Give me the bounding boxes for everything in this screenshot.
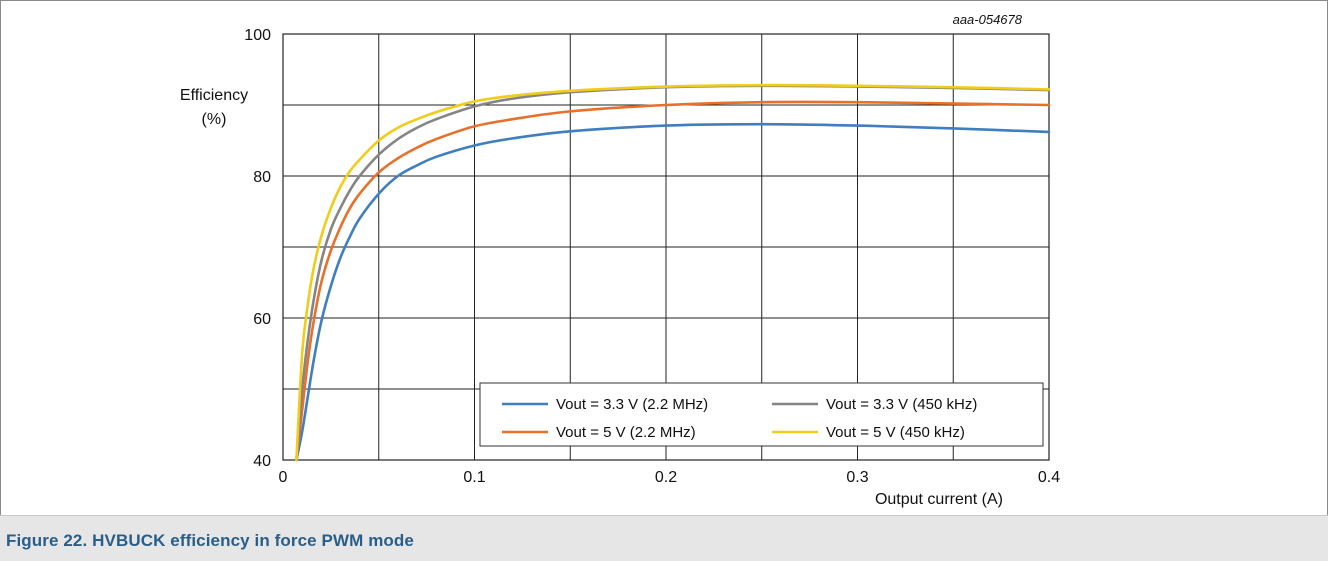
caption-bar: Figure 22. HVBUCK efficiency in force PW… [0, 515, 1328, 561]
x-tick-label: 0.4 [1038, 469, 1060, 486]
legend: Vout = 3.3 V (2.2 MHz) Vout = 3.3 V (450 … [479, 382, 1044, 447]
plot-area-border [282, 33, 1050, 461]
legend-box [479, 382, 1044, 447]
series-line-vout-5-v-450-khz [295, 83, 1051, 462]
legend-label-vout-5-v-2-2-mhz: Vout = 5 V (2.2 MHz) [556, 424, 696, 441]
tick-labels: 0 0.1 0.2 0.3 0.4 40 60 80 100 [244, 27, 1060, 486]
legend-label-vout-3-3-v-2-2-mhz: Vout = 3.3 V (2.2 MHz) [556, 396, 708, 413]
figure-id-label: aaa-054678 [953, 12, 1023, 27]
series-line-vout-5-v-2-2-mhz [295, 100, 1051, 462]
y-tick-label: 100 [244, 27, 271, 44]
x-axis-label: Output current (A) [875, 491, 1003, 508]
legend-label-vout-5-v-450-khz: Vout = 5 V (450 kHz) [826, 424, 965, 441]
series-line-vout-3-3-v-2-2-mhz [295, 122, 1051, 462]
y-tick-label: 80 [253, 169, 271, 186]
y-tick-label: 60 [253, 311, 271, 328]
x-tick-label: 0 [279, 469, 288, 486]
y-axis-label-line1: Efficiency [180, 87, 248, 104]
y-tick-label: 40 [253, 453, 271, 470]
series-lines [295, 83, 1051, 462]
x-tick-label: 0.3 [846, 469, 868, 486]
x-tick-label: 0.2 [655, 469, 677, 486]
legend-label-vout-3-3-v-450-khz: Vout = 3.3 V (450 kHz) [826, 396, 977, 413]
y-axis-label-line2: (%) [202, 111, 227, 128]
x-tick-label: 0.1 [463, 469, 485, 486]
efficiency-chart: 0 0.1 0.2 0.3 0.4 40 60 80 100 aaa-054678 Effici… [180, 12, 1060, 508]
figure-caption: Figure 22. HVBUCK efficiency in force PW… [6, 531, 414, 550]
